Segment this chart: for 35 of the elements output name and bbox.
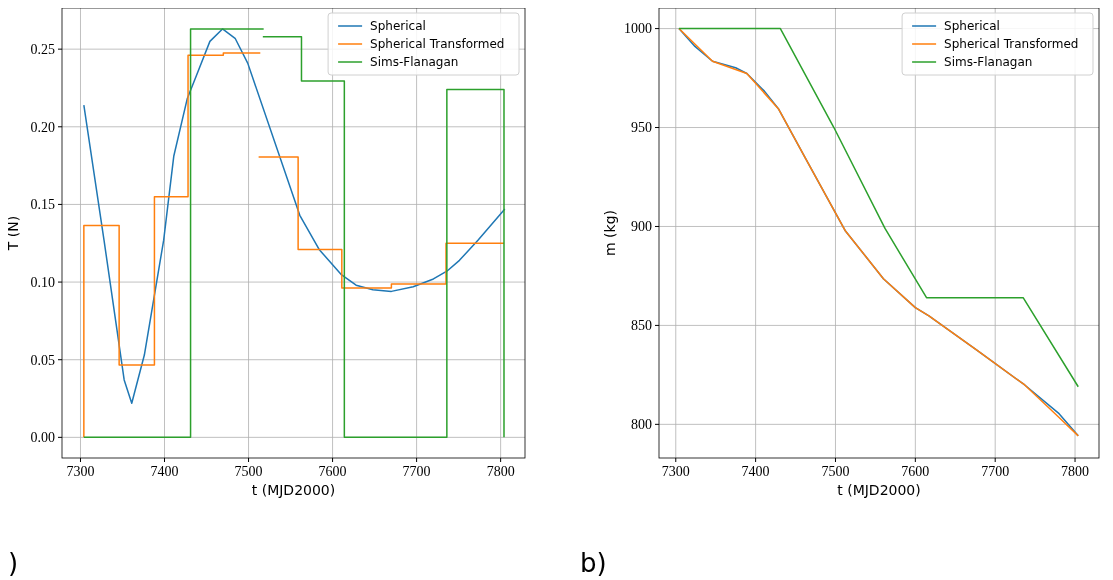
legend-label: Spherical (944, 19, 1000, 34)
x-tick-label: 7300 (661, 464, 690, 479)
y-tick-label: 0.10 (30, 274, 55, 290)
y-axis-title: m (kg) (602, 209, 618, 257)
x-tick-label: 7500 (234, 464, 263, 479)
legend-label: Spherical Transformed (370, 37, 505, 52)
x-axis-title: t (MJD2000) (837, 482, 921, 498)
x-axis-title: t (MJD2000) (251, 482, 336, 498)
x-tick-label: 7800 (486, 464, 515, 479)
x-tick-label: 7300 (66, 464, 95, 479)
x-tick-label: 7600 (318, 464, 347, 479)
y-tick-label: 0.15 (30, 197, 55, 213)
x-tick-label: 7400 (741, 464, 770, 479)
x-tick-label: 7400 (150, 464, 179, 479)
x-tick-label: 7800 (1061, 464, 1090, 479)
x-tick-label: 7700 (981, 464, 1010, 479)
legend-label: Spherical (370, 19, 426, 34)
legend-label: Sims-Flanagan (370, 55, 459, 70)
y-axis-title: T (N) (5, 215, 21, 252)
y-tick-label: 0.00 (30, 430, 55, 446)
legend-label: Sims-Flanagan (944, 55, 1033, 70)
y-tick-label: 950 (631, 120, 652, 136)
y-tick-label: 1000 (624, 21, 652, 37)
x-tick-label: 7500 (821, 464, 850, 479)
y-tick-label: 0.20 (30, 119, 55, 135)
text: b) (580, 548, 607, 578)
x-tick-label: 7600 (901, 464, 930, 479)
y-tick-label: 800 (631, 417, 652, 433)
x-tick-label: 7700 (402, 464, 431, 479)
y-tick-label: 0.25 (30, 42, 55, 58)
y-tick-label: 900 (631, 219, 652, 235)
y-tick-label: 0.05 (30, 352, 55, 368)
text: ) (8, 548, 19, 578)
legend-label: Spherical Transformed (944, 37, 1079, 52)
y-tick-label: 850 (631, 318, 652, 334)
